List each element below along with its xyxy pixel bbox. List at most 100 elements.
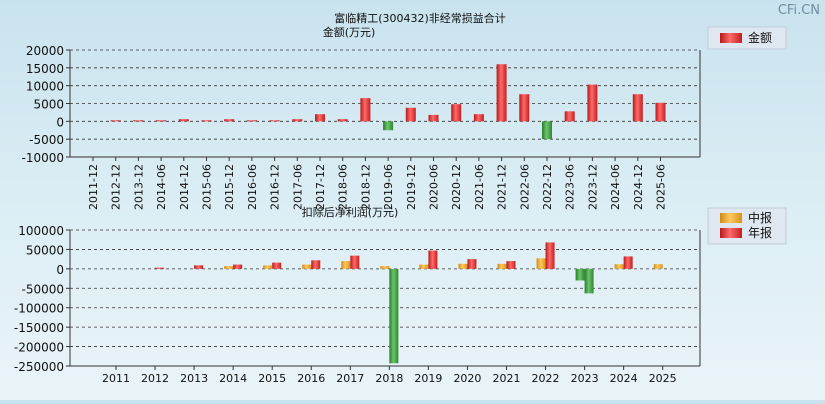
bottom-plot-area: 100000 50000 0 -50000 -100000 -150000 -200000 -… [14,224,701,385]
bottom-ytick-label: 50000 [26,243,64,257]
top-bar [587,84,598,122]
top-bar [405,107,416,122]
bottom-xtick-label: 2022 [532,372,560,385]
top-xtick-label: 2019-06 [382,164,395,210]
top-xtick-label: 2015-12 [223,164,236,210]
bottom-xtick-label: 2014 [219,372,247,385]
top-xtick-label: 2020-12 [450,164,463,210]
top-xtick-label: 2016-12 [269,164,282,210]
bottom-ytick-label: 100000 [18,224,64,238]
top-bar [201,120,212,122]
bottom-chart-title: 扣除后净利润(万元) [302,205,399,219]
top-chart-ylabel: 金额(万元) [323,25,376,39]
top-chart-title: 富临精工(300432)非经常损益合计 [334,11,506,25]
top-bar [269,120,280,122]
bottom-ytick-label: -100000 [14,302,64,316]
bottom-legend: 中报 年报 [707,207,787,245]
bottom-bar-annual [506,261,516,269]
top-legend-label: 金额 [748,30,772,45]
bottom-bar-annual [584,268,594,294]
bottom-xtick-label: 2015 [258,372,286,385]
top-xtick-label: 2012-12 [110,164,123,210]
bottom-bar-annual [545,242,555,269]
top-xtick-label: 2025-06 [655,164,668,210]
bottom-bar-annual [311,260,321,269]
top-ytick-label: 20000 [26,44,64,58]
top-legend-box [707,26,787,50]
bottom-xtick-label: 2012 [141,372,169,385]
top-bar [451,104,462,122]
bottom-bar-interim [263,265,273,269]
top-ytick-label: -5000 [29,133,64,147]
top-xtick-label: 2016-06 [246,164,259,210]
bottom-xtick-label: 2024 [610,372,638,385]
top-ytick-label: -10000 [21,151,64,165]
top-xtick-label: 2014-12 [178,164,191,210]
bottom-legend-label-interim: 中报 [748,210,772,225]
top-bar [496,64,507,122]
top-legend-swatch [720,33,742,43]
bottom-xtick-label: 2023 [571,372,599,385]
bottom-ytick-label: -250000 [14,360,64,374]
top-xtick-label: 2021-06 [473,164,486,210]
top-bar [542,121,552,140]
top-xtick-label: 2015-06 [201,164,214,210]
bottom-xtick-label: 2021 [493,372,521,385]
top-xtick-label: 2022-12 [541,164,554,210]
top-xtick-label: 2020-06 [428,164,441,210]
bottom-bar-annual [428,250,438,269]
bottom-ytick-label: -150000 [14,321,64,335]
top-xtick-label: 2021-12 [496,164,509,210]
bottom-xtick-label: 2025 [649,372,677,385]
bottom-bar-annual [467,259,477,269]
bottom-bar-interim [575,268,585,281]
top-bar [156,120,167,122]
top-xtick-label: 2024-06 [609,164,622,210]
bottom-bar-annual [155,267,165,269]
bottom-bar-interim [341,261,351,269]
bottom-legend-swatch-interim [720,213,742,223]
top-xtick-label: 2022-06 [518,164,531,210]
bottom-bar-interim [224,266,234,269]
top-bar [133,120,144,122]
top-ytick-label: 5000 [33,98,64,112]
top-bar [110,120,121,122]
bottom-bar-interim [302,264,312,269]
top-bar [292,119,303,122]
bottom-legend-label-annual: 年报 [748,225,772,240]
top-bar [360,98,371,122]
bottom-legend-box [707,207,787,245]
watermark: CFi.CN [778,3,820,18]
top-xtick-label: 2011-12 [87,164,100,210]
top-xtick-label: 2024-12 [632,164,645,210]
bottom-bar-annual [389,268,399,364]
top-xtick-label: 2023-12 [586,164,599,210]
bottom-bar-annual [233,264,243,269]
bottom-bar-annual [272,262,282,269]
top-bar [383,121,394,131]
bottom-ytick-label: -200000 [14,341,64,355]
bottom-bar-interim [419,264,429,269]
top-bar [315,114,325,122]
bottom-xtick-label: 2011 [102,372,130,385]
bottom-bar-interim [614,264,624,269]
top-bar [178,119,189,122]
bottom-bar-annual [623,256,633,269]
bottom-xtick-label: 2016 [297,372,325,385]
top-xtick-label: 2019-12 [405,164,418,210]
top-ytick-label: 10000 [26,80,64,94]
bottom-legend-swatch-annual [720,228,742,238]
top-xtick-label: 2018-12 [359,164,372,210]
top-xtick-label: 2017-06 [291,164,304,210]
bottom-xtick-label: 2013 [180,372,208,385]
top-bar [224,119,235,122]
top-bar [473,114,484,122]
bottom-bar-interim [497,263,507,269]
bottom-xtick-label: 2020 [453,372,481,385]
bottom-ytick-label: -50000 [21,282,64,296]
top-legend: 金额 [707,26,787,50]
bottom-bar-annual [194,265,204,269]
top-bar [655,102,666,122]
